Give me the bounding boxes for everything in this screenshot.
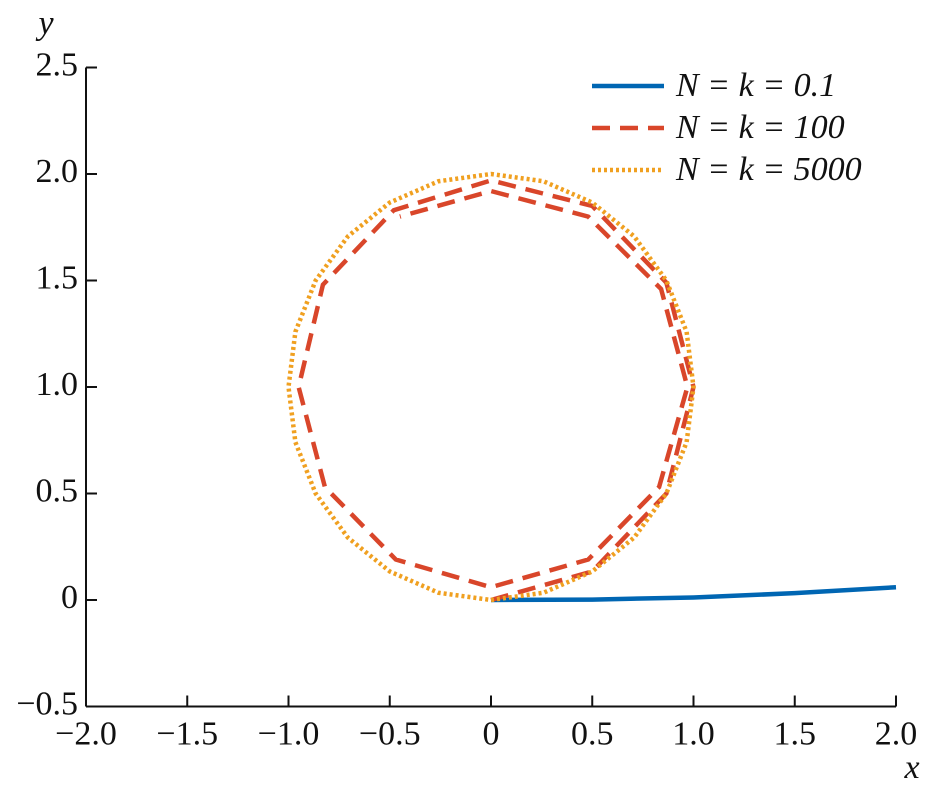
y-tick-label: 0 [61, 579, 78, 616]
y-tick-label: 2.5 [36, 46, 79, 83]
x-tick-label: −1.0 [258, 715, 320, 752]
series-line [296, 178, 696, 603]
x-tick-label: 1.0 [672, 715, 715, 752]
y-axis-label: y [35, 5, 54, 42]
x-axis-label: x [903, 749, 919, 786]
series-line [286, 171, 696, 603]
x-tick-label: 0.5 [571, 715, 614, 752]
y-tick-label: 2.0 [36, 153, 79, 190]
y-tick-label: 1.0 [36, 366, 79, 403]
legend-label: N = k = 0.1 [675, 67, 836, 104]
legend-label: N = k = 100 [675, 109, 845, 146]
x-tick-label: −0.5 [359, 715, 421, 752]
x-tick-label: −1.5 [156, 715, 218, 752]
x-tick-label: 2.0 [875, 715, 918, 752]
x-tick-label: 1.5 [774, 715, 817, 752]
y-tick-label: 0.5 [36, 472, 79, 509]
y-tick-label: −0.5 [16, 685, 78, 722]
x-tick-label: −2.0 [55, 715, 117, 752]
legend-label: N = k = 5000 [675, 151, 862, 188]
y-tick-label: 1.5 [36, 259, 79, 296]
series-line [490, 584, 897, 603]
x-tick-label: 0 [483, 715, 500, 752]
